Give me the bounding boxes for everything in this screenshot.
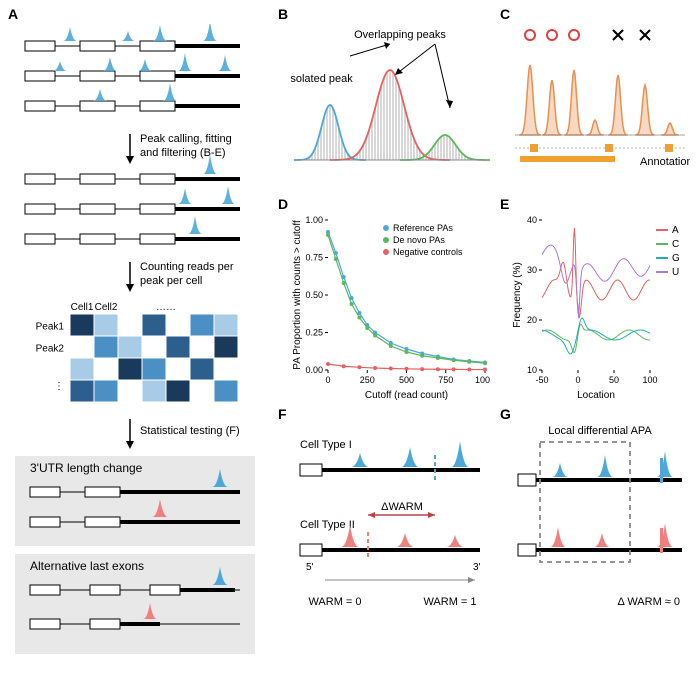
step1-text2: and filtering (B-E) xyxy=(140,147,226,159)
panel-f: Cell Type I Cell Type II ΔWARM 5' 3' WARM = 0… xyxy=(290,420,490,660)
panel-label-f: F xyxy=(278,406,287,422)
svg-text:40: 40 xyxy=(527,215,537,225)
svg-text:Negative controls: Negative controls xyxy=(393,247,463,257)
svg-text:50: 50 xyxy=(609,375,619,385)
svg-text:-50: -50 xyxy=(535,375,548,385)
svg-text:Cell Type I: Cell Type I xyxy=(300,439,352,451)
panel-d-svg: 0.00 0.25 0.50 0.75 1.00 0 250 500 750 1000 Cutoff… xyxy=(290,210,490,400)
svg-text:5': 5' xyxy=(306,562,314,573)
svg-text:Local differential APA: Local differential APA xyxy=(548,425,652,437)
svg-text:0.75: 0.75 xyxy=(305,253,323,263)
svg-text:WARM = 0: WARM = 0 xyxy=(308,596,361,608)
svg-text:WARM = 1: WARM = 1 xyxy=(423,596,476,608)
svg-text:Cell Type II: Cell Type II xyxy=(300,519,355,531)
box2-label: Alternative last exons xyxy=(30,559,144,573)
svg-text:1000: 1000 xyxy=(475,375,490,385)
svg-text:Peak1: Peak1 xyxy=(36,321,65,332)
svg-text:Cutoff (read count): Cutoff (read count) xyxy=(365,390,448,400)
svg-text:G: G xyxy=(672,253,680,264)
overlapping-label: Overlapping peaks xyxy=(354,29,446,41)
panel-f-svg: Cell Type I Cell Type II ΔWARM 5' 3' WARM = 0… xyxy=(290,420,490,660)
panel-a-svg: Peak calling, fitting and filtering (B-E… xyxy=(10,24,265,664)
isolated-label: Isolated peak xyxy=(290,73,353,85)
svg-text:Cell1: Cell1 xyxy=(71,302,94,313)
svg-text:Peak2: Peak2 xyxy=(36,343,65,354)
svg-text:20: 20 xyxy=(527,315,537,325)
panel-c: Annotation xyxy=(510,20,690,190)
svg-text:⋮: ⋮ xyxy=(54,381,64,392)
svg-text:PA Proportion with counts > cu: PA Proportion with counts > cutoff xyxy=(292,220,303,370)
svg-text:C: C xyxy=(672,239,679,250)
svg-text:30: 30 xyxy=(527,265,537,275)
panel-label-c: C xyxy=(500,6,510,22)
svg-text:A: A xyxy=(672,225,679,236)
svg-text:0.00: 0.00 xyxy=(305,365,323,375)
svg-text:250: 250 xyxy=(360,375,375,385)
svg-text:0: 0 xyxy=(575,375,580,385)
panel-g-svg: Local differential APA Δ WARM ≈ 0 xyxy=(510,420,690,660)
panel-b-svg: Overlapping peaks Isolated peak xyxy=(290,20,490,190)
step2-text2: peak per cell xyxy=(140,275,202,287)
svg-text:ΔWARM: ΔWARM xyxy=(381,501,423,513)
svg-text:Location: Location xyxy=(577,390,615,400)
svg-text:750: 750 xyxy=(438,375,453,385)
panel-a: Peak calling, fitting and filtering (B-E… xyxy=(10,24,265,664)
panel-b: Overlapping peaks Isolated peak xyxy=(290,20,490,190)
svg-text:100: 100 xyxy=(642,375,657,385)
svg-text:1.00: 1.00 xyxy=(305,215,323,225)
svg-text:U: U xyxy=(672,267,679,278)
step2-text: Counting reads per xyxy=(140,261,234,273)
step1-text: Peak calling, fitting xyxy=(140,133,232,145)
panel-g: Local differential APA Δ WARM ≈ 0 xyxy=(510,420,690,660)
svg-text:Cell2: Cell2 xyxy=(95,302,118,313)
svg-text:0.25: 0.25 xyxy=(305,328,323,338)
svg-text:0.50: 0.50 xyxy=(305,290,323,300)
svg-text:Frequency (%): Frequency (%) xyxy=(512,262,523,328)
panel-label-a: A xyxy=(8,6,18,22)
panel-label-b: B xyxy=(278,6,288,22)
panel-c-svg: Annotation xyxy=(510,20,690,190)
panel-e: 10 20 30 40 -50 0 50 100 Location Frequency (%) AC… xyxy=(510,210,690,400)
svg-text:De novo PAs: De novo PAs xyxy=(393,235,445,245)
panel-e-svg: 10 20 30 40 -50 0 50 100 Location Frequency (%) AC… xyxy=(510,210,690,400)
svg-text:500: 500 xyxy=(399,375,414,385)
panel-label-d: D xyxy=(278,196,288,212)
svg-text:Δ WARM ≈ 0: Δ WARM ≈ 0 xyxy=(618,596,680,608)
box1-label: 3'UTR length change xyxy=(30,461,143,475)
svg-text:10: 10 xyxy=(527,365,537,375)
panel-d: 0.00 0.25 0.50 0.75 1.00 0 250 500 750 1000 Cutoff… xyxy=(290,210,490,400)
annotation-label: Annotation xyxy=(640,156,690,168)
svg-text:0: 0 xyxy=(325,375,330,385)
svg-text:3': 3' xyxy=(473,562,481,573)
panel-label-e: E xyxy=(500,196,509,212)
svg-text:Reference PAs: Reference PAs xyxy=(393,223,453,233)
step3-text: Statistical testing (F) xyxy=(140,425,240,437)
svg-text:……: …… xyxy=(156,302,176,313)
